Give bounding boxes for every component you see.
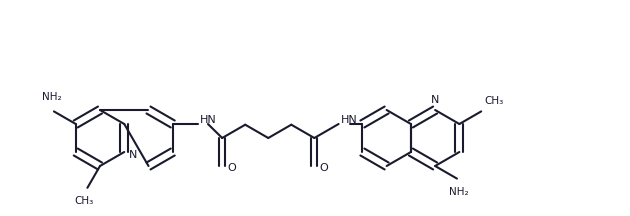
Text: NH₂: NH₂	[42, 92, 62, 102]
Text: CH₃: CH₃	[75, 196, 94, 206]
Text: CH₃: CH₃	[484, 96, 503, 106]
Text: NH₂: NH₂	[449, 187, 469, 197]
Text: HN: HN	[341, 115, 357, 125]
Text: HN: HN	[200, 115, 217, 125]
Text: N: N	[431, 95, 439, 105]
Text: O: O	[227, 163, 236, 173]
Text: O: O	[319, 163, 328, 173]
Text: N: N	[129, 150, 137, 160]
